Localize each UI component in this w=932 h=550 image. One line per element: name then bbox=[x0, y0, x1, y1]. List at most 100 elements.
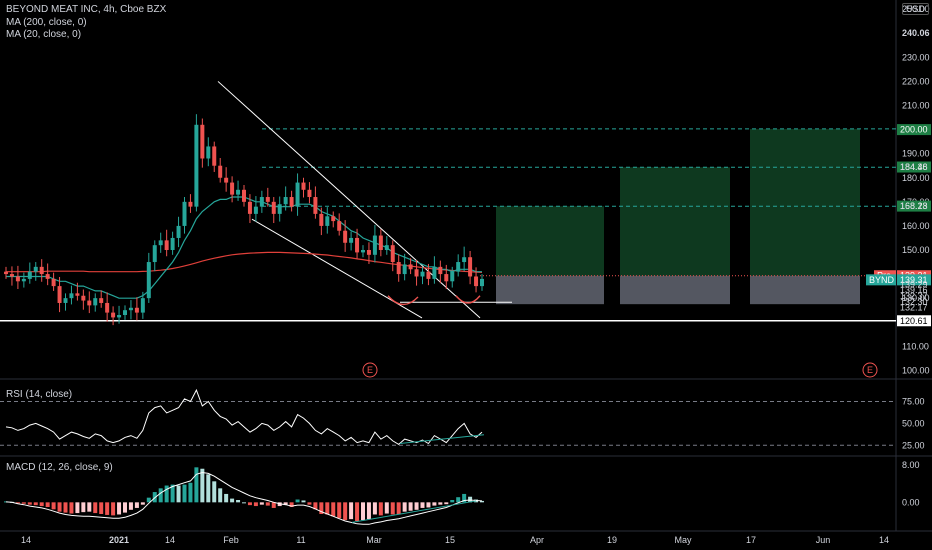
candle-body bbox=[265, 197, 270, 202]
candle-body bbox=[355, 237, 360, 253]
macd-histogram-bar bbox=[176, 485, 181, 503]
stop-zone bbox=[750, 275, 860, 305]
macd-histogram-bar bbox=[15, 502, 20, 504]
macd-histogram-bar bbox=[218, 488, 223, 503]
macd-histogram-bar bbox=[331, 502, 336, 517]
candle-body bbox=[325, 216, 330, 226]
macd-histogram-bar bbox=[313, 502, 318, 510]
price-tick-label: 220.00 bbox=[902, 76, 930, 86]
candle-body bbox=[99, 298, 104, 303]
candle-body bbox=[331, 216, 336, 222]
time-tick-label: 14 bbox=[21, 535, 31, 545]
macd-histogram-bar bbox=[57, 502, 62, 512]
price-label: 139.31 bbox=[900, 275, 928, 285]
macd-histogram-bar bbox=[283, 502, 288, 505]
candle-body bbox=[224, 177, 229, 183]
macd-histogram-bar bbox=[271, 502, 276, 508]
rsi-line bbox=[5, 388, 483, 446]
currency-button[interactable]: USD bbox=[902, 3, 930, 15]
time-tick-label: Mar bbox=[366, 535, 382, 545]
macd-histogram-bar bbox=[105, 502, 110, 515]
price-label: 184.38 bbox=[900, 162, 928, 172]
candle-body bbox=[123, 310, 127, 316]
macd-histogram-bar bbox=[188, 482, 193, 503]
rsi-tick-label: 75.00 bbox=[902, 397, 925, 407]
pattern-arc bbox=[387, 295, 419, 306]
macd-histogram-bar bbox=[194, 467, 199, 503]
candle-body bbox=[45, 274, 50, 279]
candle-body bbox=[57, 286, 62, 303]
macd-tick-label: 0.00 bbox=[902, 497, 920, 507]
macd-histogram-bar bbox=[325, 502, 330, 515]
candle-body bbox=[194, 124, 199, 207]
earnings-event-icon bbox=[862, 362, 878, 378]
candle-body bbox=[349, 237, 354, 243]
macd-line bbox=[5, 471, 483, 525]
rsi-tick-label: 50.00 bbox=[902, 418, 925, 428]
time-tick-label: 14 bbox=[879, 535, 889, 545]
candle-body bbox=[206, 146, 211, 159]
candle-body bbox=[277, 204, 282, 214]
candle-body bbox=[212, 146, 217, 166]
macd-histogram-bar bbox=[117, 502, 122, 515]
time-tick-label: 14 bbox=[165, 535, 175, 545]
candle-body bbox=[182, 201, 187, 226]
macd-divergence-line bbox=[351, 500, 477, 523]
macd-tick-label: 8.00 bbox=[902, 460, 920, 470]
macd-histogram-bar bbox=[230, 498, 235, 503]
macd-histogram-bar bbox=[63, 502, 68, 513]
price-label: 139.16 bbox=[900, 285, 928, 295]
macd-histogram-bar bbox=[99, 502, 104, 514]
macd-histogram-bar bbox=[390, 502, 395, 515]
candle-body bbox=[242, 189, 246, 202]
price-tick-label: 100.00 bbox=[902, 365, 930, 375]
macd-histogram-bar bbox=[200, 468, 205, 503]
price-tick-label: 210.00 bbox=[902, 101, 930, 111]
time-tick-label: May bbox=[674, 535, 692, 545]
macd-histogram-bar bbox=[242, 502, 246, 504]
macd-histogram-bar bbox=[349, 502, 354, 520]
price-label: 132.17 bbox=[900, 303, 928, 313]
macd-histogram-bar bbox=[134, 502, 139, 508]
candle-body bbox=[372, 235, 377, 255]
candle-body bbox=[313, 197, 318, 214]
stop-zone bbox=[496, 275, 604, 305]
price-label-bg bbox=[897, 161, 931, 173]
macd-histogram-bar bbox=[259, 502, 264, 505]
candle-body bbox=[361, 249, 365, 253]
macd-histogram-bar bbox=[438, 502, 443, 505]
candle-body bbox=[438, 266, 443, 275]
macd-histogram-bar bbox=[236, 500, 241, 503]
price-label: 139.29 bbox=[900, 279, 928, 289]
candle-body bbox=[21, 278, 26, 282]
macd-histogram-bar bbox=[39, 502, 44, 507]
macd-histogram-bar bbox=[182, 484, 187, 503]
candle-body bbox=[432, 266, 437, 279]
macd-histogram-bar bbox=[319, 502, 324, 514]
macd-histogram-bar bbox=[372, 502, 377, 515]
macd-histogram-bar bbox=[396, 502, 401, 515]
macd-histogram-bar bbox=[420, 502, 425, 508]
price-tag-bg bbox=[866, 274, 896, 286]
rsi-legend: RSI (14, close) bbox=[6, 389, 73, 400]
macd-histogram-bar bbox=[414, 502, 419, 510]
macd-histogram-bar bbox=[206, 474, 211, 503]
stop-zone bbox=[620, 275, 730, 305]
candle-body bbox=[15, 276, 20, 282]
earnings-event-label: E bbox=[867, 365, 873, 375]
macd-histogram-bar bbox=[450, 500, 455, 503]
macd-histogram-bar bbox=[33, 502, 38, 506]
macd-histogram-bar bbox=[432, 502, 437, 506]
time-tick-label: 17 bbox=[746, 535, 756, 545]
candle-body bbox=[81, 295, 86, 301]
macd-histogram-bar bbox=[337, 502, 342, 519]
time-tick-label: 15 bbox=[445, 535, 455, 545]
ma200-legend: MA (200, close, 0) bbox=[6, 17, 87, 28]
candle-body bbox=[337, 221, 342, 231]
macd-histogram-bar bbox=[45, 502, 50, 507]
macd-histogram-bar bbox=[253, 502, 258, 507]
price-tick-label: 250.00 bbox=[902, 4, 930, 14]
candle-body bbox=[69, 293, 74, 299]
candle-body bbox=[170, 237, 175, 250]
